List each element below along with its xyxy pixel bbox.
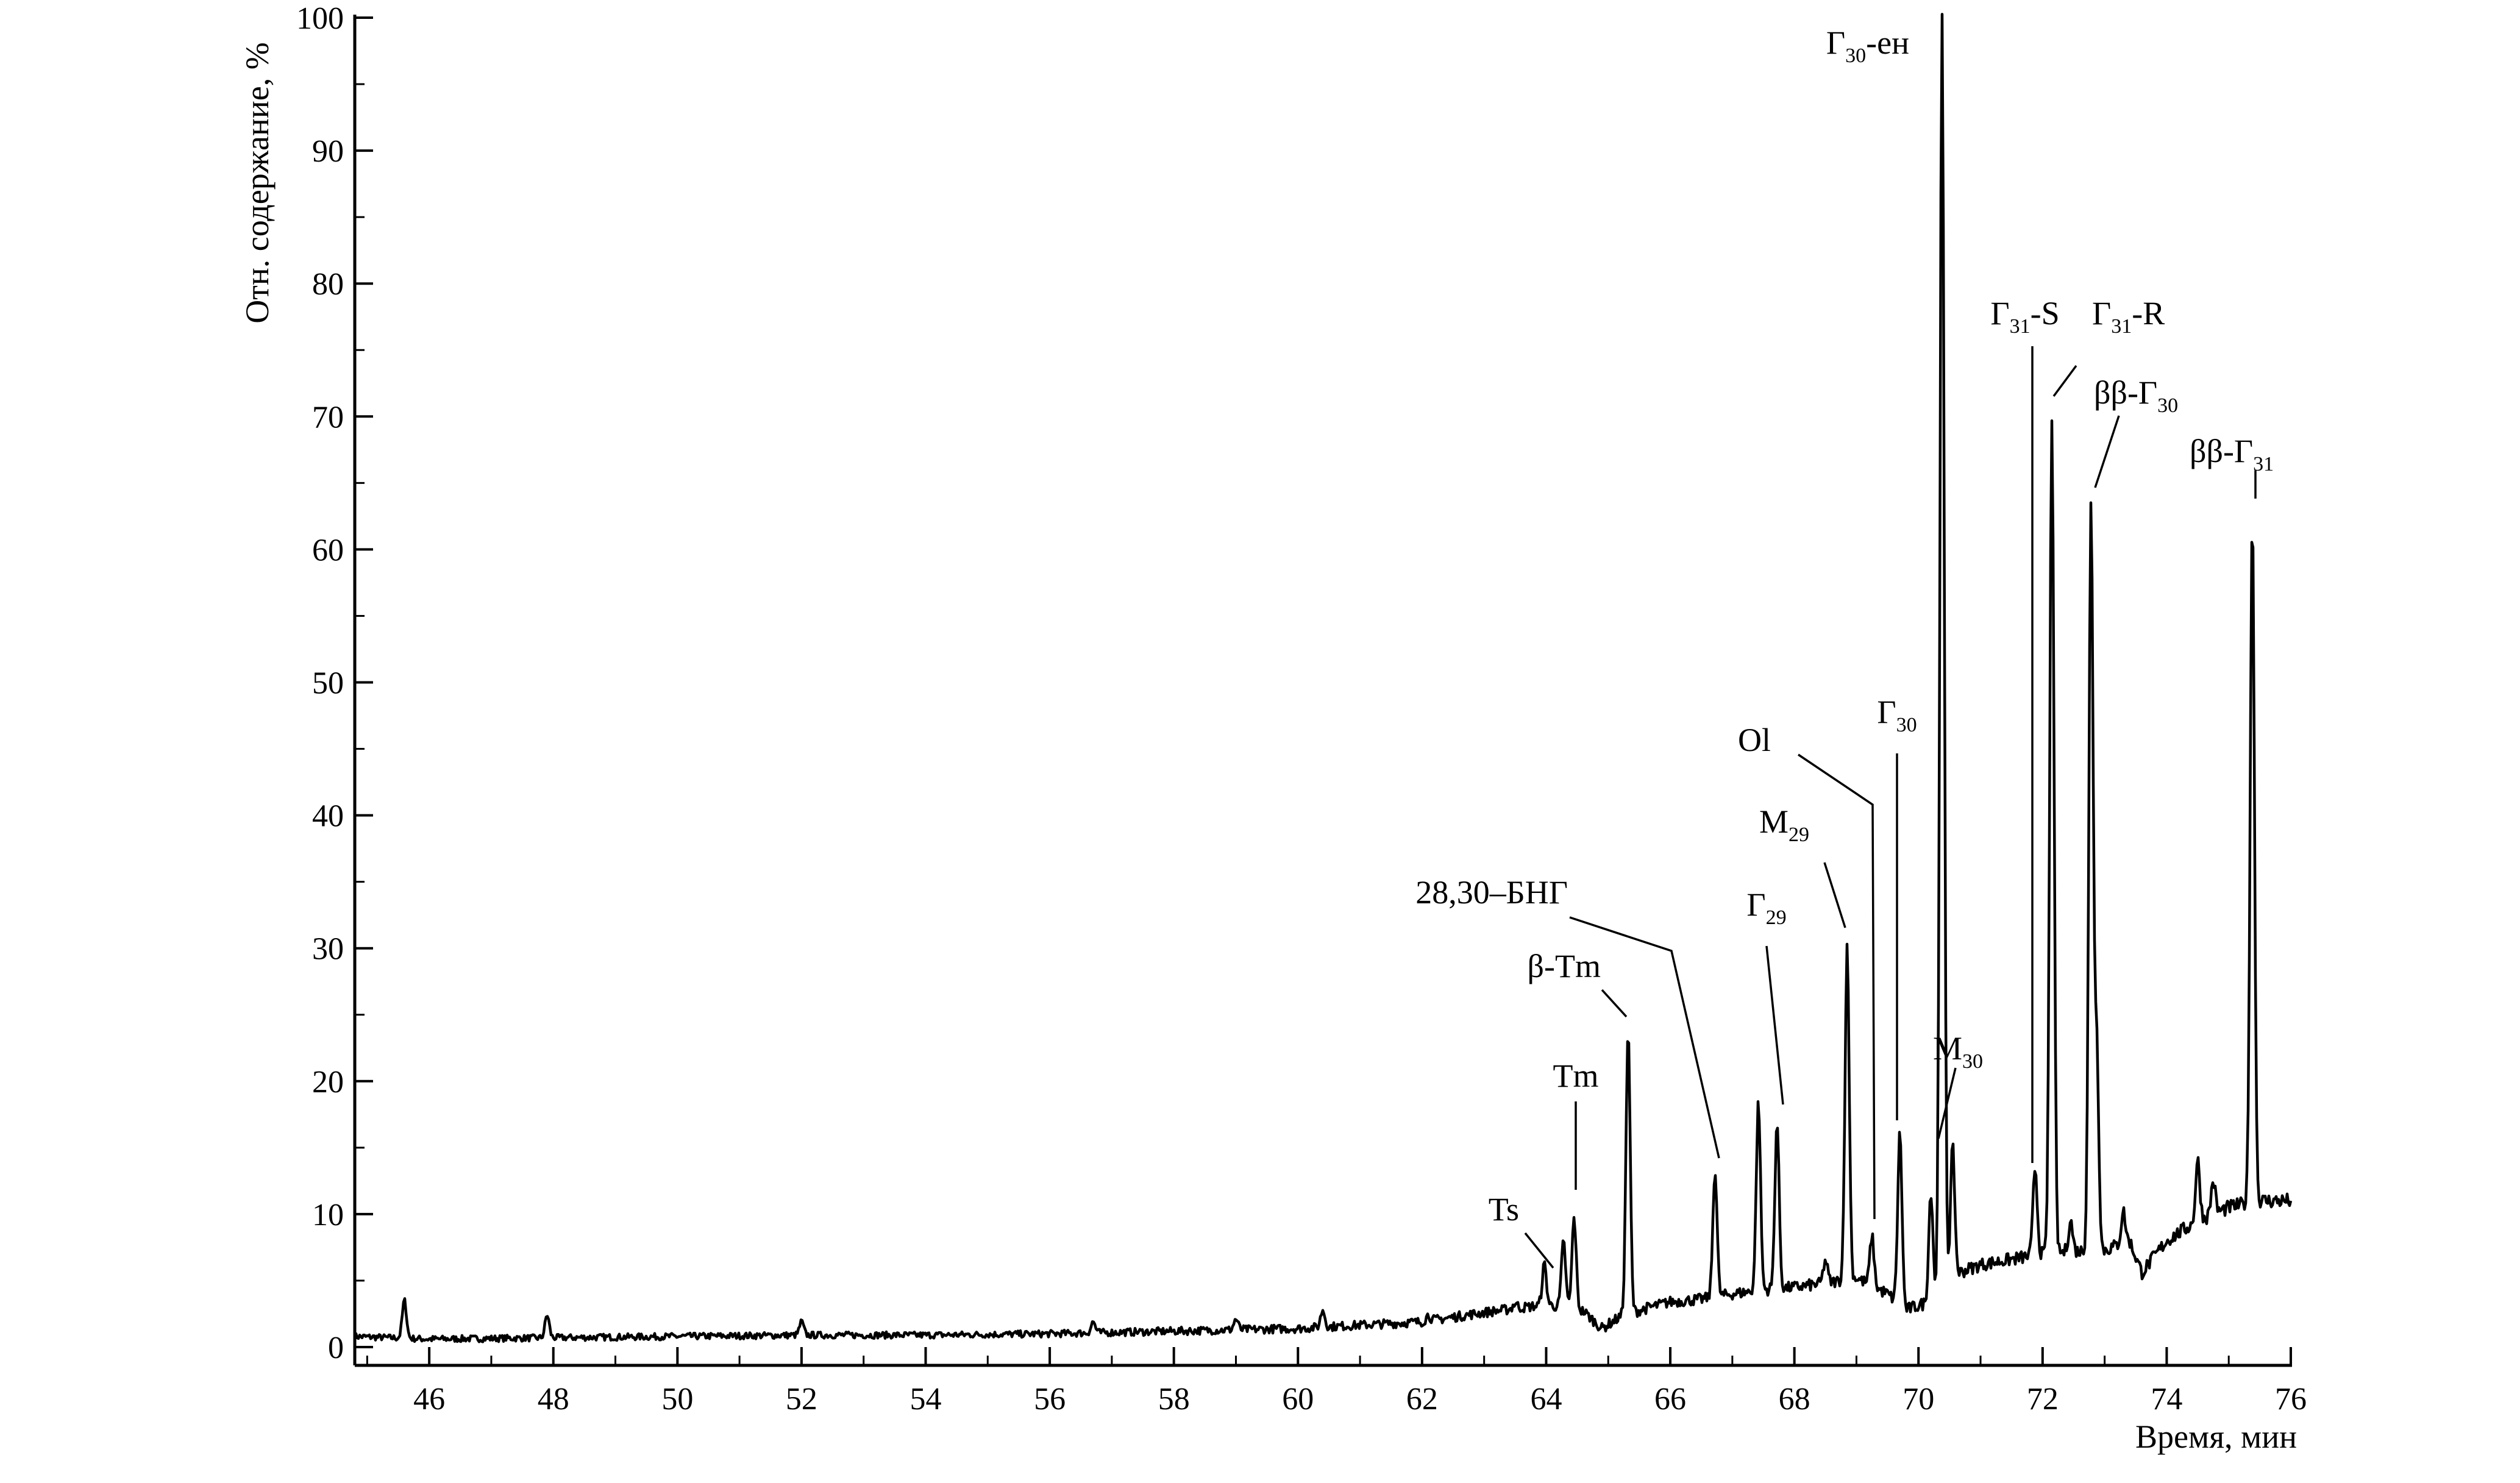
y-tick-label: 60 <box>312 533 344 567</box>
peak-leader-line <box>2052 365 2077 397</box>
peak-annotation: Г31-S <box>1990 295 2060 1163</box>
peak-label-base: ββ-Г <box>2190 433 2253 469</box>
x-tick-label: 62 <box>1406 1382 1438 1417</box>
y-tick-label: 100 <box>296 1 344 36</box>
peak-label-subscript: 30 <box>1845 44 1866 67</box>
peak-label: Tm <box>1553 1058 1599 1094</box>
x-tick-label: 64 <box>1530 1382 1562 1417</box>
peak-annotation: Tm <box>1553 1058 1599 1190</box>
y-tick-label: 20 <box>312 1065 344 1100</box>
x-tick-label: 52 <box>786 1382 817 1417</box>
peak-label-subscript: 30 <box>2157 394 2178 417</box>
peak-annotation: ββ-Г31 <box>2190 433 2274 499</box>
peak-label: β-Tm <box>1528 948 1601 984</box>
x-axis-title: Время, мин <box>2135 1418 2297 1455</box>
peak-annotation: Г30 <box>1877 694 1917 1120</box>
peak-label-suffix: -ен <box>1866 24 1909 61</box>
peak-label-subscript: 30 <box>1896 714 1917 736</box>
x-tick-label: 66 <box>1654 1382 1686 1417</box>
y-tick-label: 50 <box>312 666 344 701</box>
y-tick-label: 30 <box>312 932 344 967</box>
peak-leader-line <box>1524 1232 1554 1269</box>
x-tick-label: 76 <box>2275 1382 2307 1417</box>
peak-label: Г30-ен <box>1826 24 1909 67</box>
y-tick-label: 0 <box>328 1331 344 1365</box>
peak-annotation: Ts <box>1489 1191 1554 1269</box>
x-tick-label: 72 <box>2027 1382 2059 1417</box>
x-tick-label: 56 <box>1034 1382 1066 1417</box>
peak-leader-line <box>1569 916 1720 1159</box>
y-axis-title: Отн. содержание, % <box>239 42 276 323</box>
peak-leader-line <box>1765 945 1784 1105</box>
peak-label: M30 <box>1933 1030 1983 1073</box>
peak-label-base: β-Tm <box>1528 948 1601 984</box>
x-tick-label: 60 <box>1282 1382 1314 1417</box>
peak-label-base: Ts <box>1489 1191 1519 1228</box>
peak-label: Ol <box>1738 722 1771 758</box>
axes: 0 10 20 30 40 50 60 70 80 90 100 46 48 50 52 54 56 58 60 62… <box>296 1 2307 1417</box>
x-tick-label: 50 <box>661 1382 693 1417</box>
peak-label-subscript: 29 <box>1789 823 1809 846</box>
peak-label-suffix: -R <box>2132 295 2165 332</box>
peak-annotation: M30 <box>1933 1030 1983 1139</box>
peak-label-base: ββ-Г <box>2094 374 2157 411</box>
peak-label-base: Г <box>1877 694 1896 730</box>
peak-label-base: M <box>1933 1030 1962 1067</box>
peak-label-base: M <box>1759 803 1789 840</box>
peak-annotation: Г29 <box>1746 886 1787 1105</box>
peak-label-subscript: 31 <box>2253 453 2274 475</box>
chromatogram-series <box>353 13 2293 1343</box>
peak-leader-line <box>1937 1067 1957 1139</box>
x-tick-label: 54 <box>910 1382 942 1417</box>
peak-label: M29 <box>1759 803 1809 846</box>
peak-label: Г31-S <box>1990 295 2059 338</box>
peak-annotation: Г30-ен <box>1826 24 1909 67</box>
peak-leader-line <box>1823 862 1846 928</box>
y-tick-label: 90 <box>312 134 344 169</box>
y-tick-label: 10 <box>312 1198 344 1232</box>
peak-annotation: β-Tm <box>1528 948 1628 1018</box>
peak-label-base: Г <box>1990 295 2009 332</box>
peak-label-base: Г <box>2092 295 2111 332</box>
peak-label-base: Г <box>1746 886 1765 923</box>
peak-leader-line <box>2094 415 2120 488</box>
x-tick-label: 46 <box>413 1382 445 1417</box>
peak-label: ββ-Г30 <box>2094 374 2178 417</box>
y-tick-label: 40 <box>312 799 344 834</box>
peak-label: Г30 <box>1877 694 1917 736</box>
peak-label: ββ-Г31 <box>2190 433 2274 475</box>
peak-label-base: Tm <box>1553 1058 1599 1094</box>
y-tick-label: 80 <box>312 267 344 302</box>
peak-annotation: ββ-Г30 <box>2094 374 2178 488</box>
peak-annotation: 28,30–БНГ <box>1415 874 1720 1159</box>
y-tick-label: 70 <box>312 400 344 435</box>
x-tick-label: 58 <box>1158 1382 1190 1417</box>
x-tick-label: 74 <box>2151 1382 2182 1417</box>
peak-label-base: Ol <box>1738 722 1771 758</box>
peak-annotation: Ol <box>1738 722 1876 1220</box>
peak-leader-line <box>1798 753 1876 1220</box>
peak-leader-line <box>1601 989 1628 1018</box>
peak-label: 28,30–БНГ <box>1415 874 1568 911</box>
peak-annotation: M29 <box>1759 803 1846 928</box>
peak-label-subscript: 30 <box>1962 1050 1983 1073</box>
x-tick-label: 70 <box>1902 1382 1934 1417</box>
x-tick-label: 48 <box>538 1382 569 1417</box>
x-tick-label: 68 <box>1779 1382 1810 1417</box>
peak-label-base: 28,30–БНГ <box>1415 874 1568 911</box>
peak-label-base: Г <box>1826 24 1845 61</box>
peak-label: Г31-R <box>2092 295 2165 338</box>
peak-annotation: Г31-R <box>2052 295 2165 397</box>
peak-label: Г29 <box>1746 886 1786 929</box>
peak-label-subscript: 31 <box>2010 315 2031 338</box>
peak-label-suffix: -S <box>2031 295 2060 332</box>
peak-label: Ts <box>1489 1191 1519 1228</box>
chromatogram-trace <box>353 13 2293 1343</box>
peak-label-subscript: 29 <box>1766 906 1787 929</box>
peak-label-subscript: 31 <box>2111 315 2132 338</box>
